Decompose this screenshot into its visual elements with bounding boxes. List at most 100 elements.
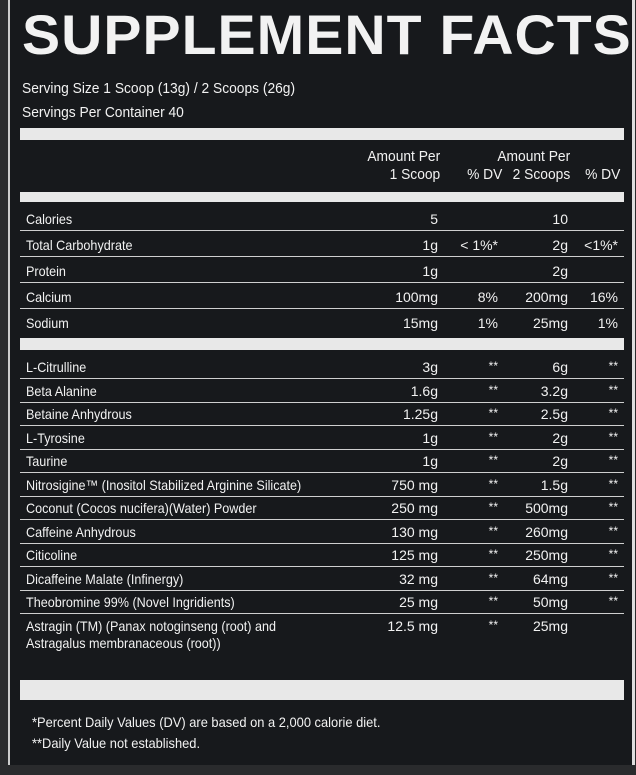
ingredient-row: Betaine Anhydrous 1.25g ** 2.5g ** [20,401,624,426]
nutrient-row: Protein 1g 2g [20,258,624,283]
amount-1-scoop: 3g [422,359,438,375]
dv-2-scoops: ** [608,523,618,538]
ingredient-row: Dicaffeine Malate (Infinergy) 32 mg ** 64mg… [20,566,624,591]
amount-2-scoops: 260mg [525,523,568,540]
dv-2-scoops: <1%* [584,237,618,253]
amount-2-scoops: 25mg [532,315,568,331]
amount-2-scoops: 250mg [525,547,568,563]
header-dv-2: % DV [584,166,620,183]
footnote-dv: *Percent Daily Values (DV) are based on … [32,714,381,730]
dv-1-scoop: 1% [477,315,498,331]
amount-2-scoops: 2g [552,263,568,279]
amount-2-scoops: 1.5g [540,476,568,493]
servings-per-container: Servings Per Container 40 [22,104,184,121]
amount-2-scoops: 2g [552,237,568,253]
row-label: Astragin (TM) (Panax notoginseng (root) … [26,617,277,634]
row-label: Protein [26,263,66,279]
nutrient-row: Calories 5 10 [20,206,624,231]
ingredient-row: Coconut (Cocos nucifera)(Water) Powder 25… [20,495,624,520]
amount-1-scoop: 5 [430,211,438,227]
header-amount-per-1: Amount Per [367,148,440,165]
ingredient-row: L-Tyrosine 1g ** 2g ** [20,425,624,450]
amount-1-scoop: 125 mg [391,547,438,563]
amount-2-scoops: 200mg [525,289,568,305]
amount-1-scoop: 1.25g [402,406,438,422]
amount-2-scoops: 2.5g [540,406,568,422]
row-label: Betaine Anhydrous [26,406,132,422]
dv-2-scoops: ** [608,570,618,585]
amount-1-scoop: 1g [422,263,438,279]
amount-2-scoops: 500mg [525,500,568,516]
ingredient-row: Citicoline 125 mg ** 250mg ** [20,542,624,567]
divider-medium [20,192,624,202]
amount-2-scoops: 2g [552,429,568,446]
amount-2-scoops: 25mg [532,617,568,634]
row-label: L-Tyrosine [26,429,85,446]
row-label: Calcium [26,289,72,305]
dv-2-scoops: 1% [597,315,618,331]
row-label: Taurine [26,453,68,469]
dv-2-scoops: ** [608,500,618,514]
dv-1-scoop: ** [488,359,498,373]
header-scoop-2: 2 Scoops [512,166,570,183]
divider-thick [20,338,624,350]
row-label-continued: Astragalus membranaceous (root)) [26,634,221,651]
divider-thick [20,128,624,140]
dv-1-scoop: ** [488,594,498,608]
row-label: Total Carbohydrate [26,237,133,253]
amount-2-scoops: 64mg [532,570,568,587]
ingredient-row: L-Citrulline 3g ** 6g ** [20,354,624,379]
supplement-facts-panel: SUPPLEMENT FACTS Serving Size 1 Scoop (1… [8,0,635,765]
header-dv-1: % DV [466,166,502,183]
amount-2-scoops: 6g [552,359,568,375]
dv-1-scoop: ** [488,476,498,491]
title: SUPPLEMENT FACTS [22,3,632,66]
amount-1-scoop: 25 mg [399,594,438,610]
header-amount-2: Amount Per 2 Scoops [497,148,570,184]
row-label: Sodium [26,315,69,331]
dv-1-scoop: ** [488,429,498,444]
ingredient-row: Astragin (TM) (Panax notoginseng (root) … [20,613,624,651]
dv-1-scoop: 8% [477,289,498,305]
dv-1-scoop: ** [488,453,498,467]
dv-1-scoop: ** [488,382,498,397]
dv-2-scoops: ** [608,547,618,561]
amount-2-scoops: 50mg [532,594,568,610]
amount-2-scoops: 3.2g [540,382,568,399]
ingredient-row: Theobromine 99% (Novel Ingridients) 25 mg… [20,589,624,614]
row-label: Caffeine Anhydrous [26,523,136,540]
dv-1-scoop: ** [488,406,498,420]
dv-2-scoops: ** [608,476,618,491]
row-label: Dicaffeine Malate (Infinergy) [26,570,184,587]
row-label: Coconut (Cocos nucifera)(Water) Powder [26,500,257,516]
nutrient-row: Total Carbohydrate 1g < 1%* 2g <1%* [20,232,624,257]
amount-1-scoop: 130 mg [391,523,438,540]
nutrient-row: Sodium 15mg 1% 25mg 1% [20,310,624,334]
footnote-not-established: **Daily Value not established. [32,735,201,751]
amount-1-scoop: 15mg [402,315,438,331]
dv-2-scoops: ** [608,594,618,608]
dv-1-scoop: ** [488,523,498,538]
ingredient-row: Beta Alanine 1.6g ** 3.2g ** [20,378,624,403]
serving-size: Serving Size 1 Scoop (13g) / 2 Scoops (2… [22,80,296,97]
row-label: Citicoline [26,547,78,563]
row-label: Theobromine 99% (Novel Ingridients) [26,594,235,610]
amount-1-scoop: 32 mg [399,570,438,587]
dv-2-scoops: ** [608,429,618,444]
header-scoop-1: 1 Scoop [389,166,440,183]
divider-thick [20,680,624,700]
row-label: Nitrosigine™ (Inositol Stabilized Argini… [26,476,302,493]
amount-2-scoops: 2g [552,453,568,469]
amount-1-scoop: 100mg [395,289,438,305]
amount-1-scoop: 750 mg [391,476,438,493]
amount-2-scoops: 10 [552,211,568,227]
dv-2-scoops: ** [608,382,618,397]
dv-2-scoops: ** [608,359,618,373]
dv-1-scoop: ** [488,570,498,585]
amount-1-scoop: 1g [422,237,438,253]
dv-1-scoop: < 1%* [460,237,498,253]
ingredient-row: Caffeine Anhydrous 130 mg ** 260mg ** [20,519,624,544]
ingredient-row: Nitrosigine™ (Inositol Stabilized Argini… [20,472,624,497]
dv-1-scoop: ** [488,500,498,514]
nutrient-row: Calcium 100mg 8% 200mg 16% [20,284,624,309]
